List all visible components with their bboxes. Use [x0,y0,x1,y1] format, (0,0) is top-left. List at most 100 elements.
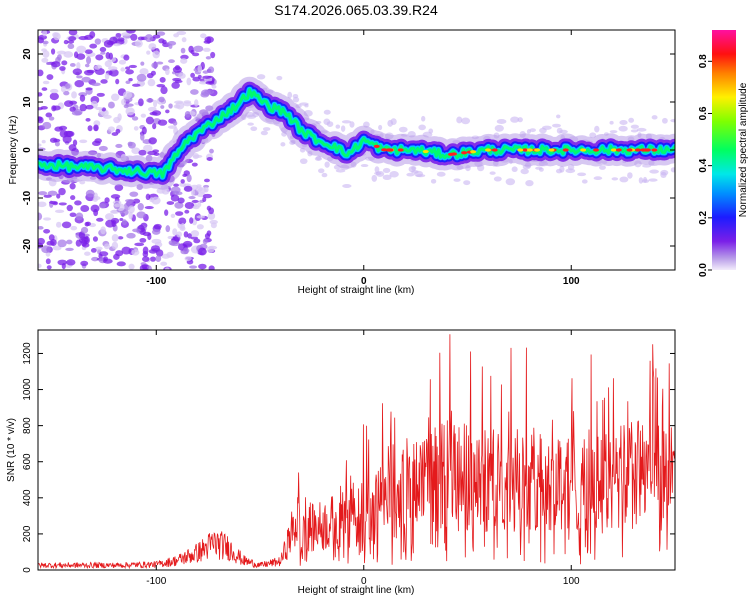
spectrogram-noise-cell [79,139,88,144]
spectrogram-noise-cell [45,258,51,265]
spectrogram-noise-cell [178,72,186,79]
spectrogram-noise-cell [157,119,168,126]
spectrogram-noise-cell [168,43,173,49]
spectrogram-noise-cell [131,147,141,155]
spectrogram-noise-cell [84,63,90,68]
spectrogram-noise-cell [144,205,154,210]
spectrogram-noise-cell [62,135,72,144]
colorbar-label: Normalized spectral amplitude [738,82,749,217]
spectrogram-noise-cell [191,162,198,167]
spectrogram-noise-cell [69,182,76,190]
spectrogram-noise-cell [618,125,628,132]
spectrogram-noise-cell [152,123,157,130]
spectrogram-noise-cell [172,120,178,126]
spectrogram-noise-cell [147,106,157,112]
colorbar-tick-label: 0.4 [698,158,709,172]
spectrogram-noise-cell [38,237,45,245]
spectrogram-noise-cell [70,225,78,231]
spectrogram-noise-cell [71,110,82,116]
spectrogram-noise-cell [38,107,44,111]
spectrogram-noise-cell [510,116,520,123]
spectrogram-noise-cell [207,212,216,220]
spectrogram-noise-cell [172,228,178,236]
spectrogram-noise-cell [648,178,658,182]
spectrogram-peak-cell [450,152,457,156]
spectrogram-noise-cell [138,149,147,156]
spectrogram-noise-cell [81,242,90,248]
spectrogram-noise-cell [184,201,195,210]
spectrogram-noise-cell [38,37,44,44]
spectrogram-noise-cell [619,176,629,183]
spectrogram-noise-cell [107,126,115,133]
spectrogram-noise-cell [152,34,161,39]
spectrogram-noise-cell [143,144,153,153]
spectrogram-noise-cell [599,165,606,170]
spectrogram-noise-cell [374,171,382,175]
spectrogram-noise-cell [74,200,82,206]
spectrogram-noise-cell [173,33,180,38]
spectrogram-noise-cell [105,52,111,59]
spectrogram-noise-cell [94,65,101,70]
spectrogram-noise-cell [57,259,68,266]
spectrogram-noise-cell [145,116,154,125]
spectrogram-noise-cell [149,111,158,116]
spectrogram-xtick-label: -100 [146,276,166,287]
spectrogram-noise-cell [87,125,93,132]
spectrogram-noise-cell [80,260,89,267]
spectrogram-noise-cell [660,169,669,176]
spectrogram-noise-cell [651,115,658,120]
spectrogram-noise-cell [202,193,213,199]
spectrogram-noise-cell [49,200,58,205]
spectrogram-noise-cell [299,102,309,106]
spectrogram-noise-cell [160,261,168,266]
spectrogram-noise-cell [104,60,112,68]
spectrogram-noise-cell [113,43,121,47]
spectrogram-noise-cell [80,226,89,234]
spectrogram-noise-cell [76,62,81,70]
spectrogram-noise-cell [38,201,47,208]
spectrogram-noise-cell [111,241,119,250]
spectrogram-noise-cell [53,138,61,143]
spectrogram-noise-cell [168,103,173,109]
spectrogram-noise-cell [609,120,614,125]
snr-ytick-label: 400 [22,489,33,506]
spectrogram-noise-cell [178,217,187,225]
spectrogram-noise-cell [71,91,77,99]
spectrogram-noise-cell [52,245,62,251]
spectrogram-noise-cell [116,261,126,267]
spectrogram-peak-cell [643,148,650,152]
spectrogram-noise-cell [453,178,461,182]
spectrogram-noise-cell [152,50,160,59]
spectrogram-noise-cell [147,78,156,87]
spectrogram-noise-cell [184,256,192,262]
spectrogram-ytick-label: 20 [22,48,33,60]
spectrogram-noise-cell [156,61,164,65]
spectrogram-noise-cell [187,233,192,239]
snr-xtick-label: -100 [146,576,166,587]
spectrogram-noise-cell [58,125,68,131]
spectrogram-noise-cell [42,30,48,37]
spectrogram-noise-cell [170,213,176,218]
spectrogram-noise-cell [511,166,518,173]
spectrogram-noise-cell [611,177,619,181]
spectrogram-peak-cell [634,148,641,152]
spectrogram-noise-cell [202,70,209,74]
spectrogram-noise-cell [85,117,91,122]
spectrogram-noise-cell [174,100,184,105]
snr-ytick-label: 1000 [22,378,33,401]
spectrogram-noise-cell [115,250,124,257]
spectrogram-noise-cell [125,66,130,70]
spectrogram-noise-cell [42,80,50,85]
snr-ytick-label: 600 [22,453,33,470]
spectrogram-noise-cell [68,30,78,36]
spectrogram-noise-cell [99,251,109,257]
spectrogram-noise-cell [205,56,212,60]
spectrogram-noise-cell [594,125,600,133]
spectrogram-noise-cell [160,105,165,109]
spectrogram-noise-cell [99,203,107,209]
spectrogram-noise-cell [64,83,71,89]
spectrogram-noise-cell [164,209,169,216]
spectrogram-noise-cell [287,91,293,99]
spectrogram-noise-cell [151,228,161,235]
